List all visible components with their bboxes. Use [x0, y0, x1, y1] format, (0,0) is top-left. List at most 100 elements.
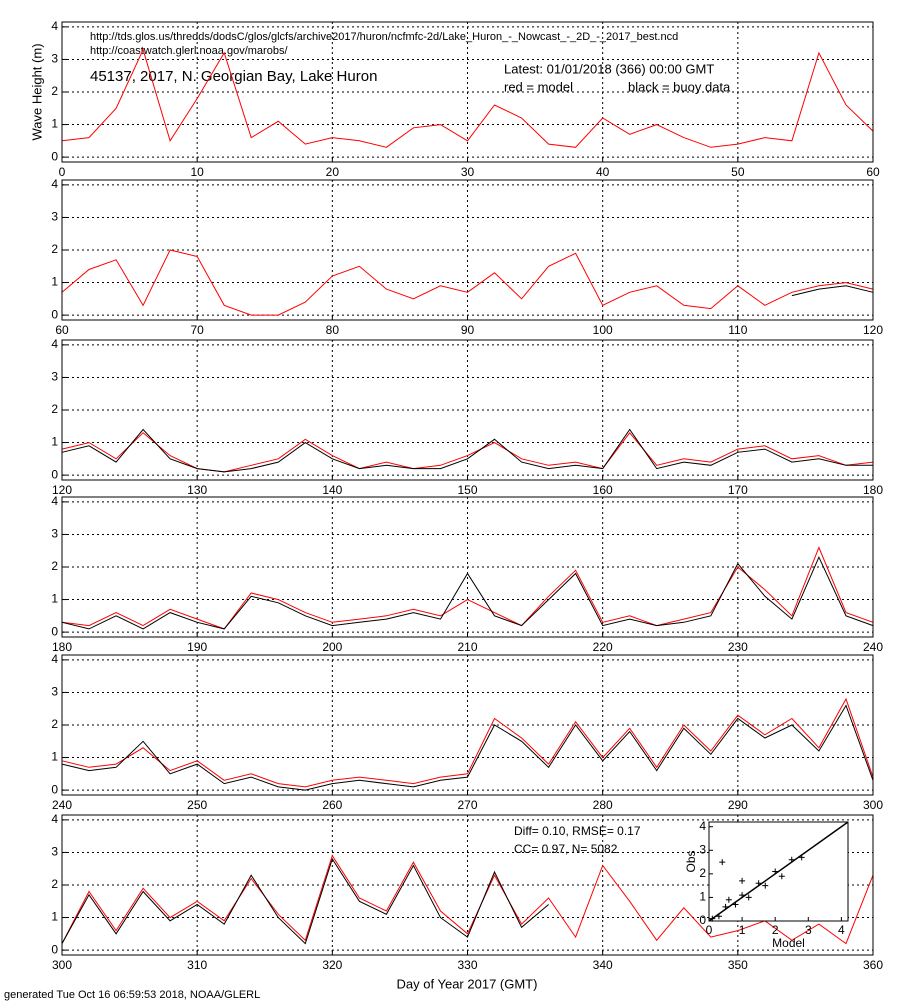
y-tick-label: 4 — [51, 177, 58, 191]
annotation: CC= 0.97, N= 5082 — [514, 842, 618, 856]
url: http://coastwatch.glerl.noaa.gov/marobs/ — [90, 45, 288, 57]
x-tick-label: 260 — [322, 798, 342, 812]
series-line — [61, 704, 874, 791]
x-tick-label: 310 — [187, 958, 207, 972]
x-tick-label: 200 — [322, 640, 342, 654]
y-tick-label: 0 — [51, 782, 58, 796]
scatter-point — [732, 901, 739, 908]
annotation: Diff= 0.10, RMSE= 0.17 — [514, 824, 641, 838]
scatter-point — [772, 868, 779, 875]
y-tick-label: 1 — [51, 117, 58, 131]
x-tick-label: 240 — [52, 798, 72, 812]
y-tick-label: 3 — [51, 370, 58, 384]
scatter-point — [778, 873, 785, 880]
x-tick-label: 120 — [52, 483, 72, 497]
x-tick-label: 170 — [728, 483, 748, 497]
plot-frame — [61, 654, 874, 796]
scatter-point — [745, 894, 752, 901]
x-tick-label: 3 — [805, 923, 812, 937]
scatter-point — [709, 915, 716, 922]
y-tick-label: 2 — [51, 84, 58, 98]
latest: Latest: 01/01/2018 (366) 00:00 GMT — [504, 61, 714, 76]
x-tick-label: 130 — [187, 483, 207, 497]
x-axis-label: Day of Year 2017 (GMT) — [397, 976, 538, 991]
x-tick-label: 220 — [593, 640, 613, 654]
x-tick-label: 90 — [461, 323, 475, 337]
y-tick-label: 0 — [51, 467, 58, 481]
y-tick-label: 0 — [51, 942, 58, 956]
x-tick-label: 0 — [59, 165, 66, 179]
x-tick-label: 0 — [706, 923, 713, 937]
y-tick-label: 3 — [51, 845, 58, 859]
x-tick-label: 40 — [596, 165, 610, 179]
x-tick-label: 30 — [461, 165, 475, 179]
plot-frame — [61, 814, 874, 956]
series-line — [61, 697, 874, 788]
x-tick-label: 340 — [593, 958, 613, 972]
plot-frame — [61, 21, 874, 163]
x-tick-label: 240 — [863, 640, 883, 654]
footer: generated Tue Oct 16 06:59:53 2018, NOAA… — [4, 989, 260, 1001]
scatter-point — [722, 903, 729, 910]
x-tick-label: 300 — [863, 798, 883, 812]
plot-frame — [61, 339, 874, 481]
x-tick-label: 210 — [457, 640, 477, 654]
y-tick-label: 4 — [51, 337, 58, 351]
x-tick-label: 180 — [863, 483, 883, 497]
x-tick-label: 2 — [772, 923, 779, 937]
x-tick-label: 330 — [457, 958, 477, 972]
plot-frame — [61, 496, 874, 638]
x-axis-label: Model — [772, 936, 805, 950]
x-tick-label: 290 — [728, 798, 748, 812]
y-tick-label: 2 — [51, 242, 58, 256]
x-tick-label: 300 — [52, 958, 72, 972]
x-tick-label: 360 — [863, 958, 883, 972]
x-tick-label: 270 — [457, 798, 477, 812]
y-tick-label: 2 — [51, 877, 58, 891]
y-tick-label: 1 — [51, 910, 58, 924]
legend-entry: red = model — [504, 79, 573, 94]
series-line — [61, 555, 874, 630]
y-tick-label: 1 — [51, 750, 58, 764]
x-tick-label: 50 — [731, 165, 745, 179]
scatter-point — [762, 882, 769, 889]
x-tick-label: 350 — [728, 958, 748, 972]
series-line — [61, 546, 874, 630]
scatter-point — [739, 877, 746, 884]
y-tick-label: 2 — [699, 866, 706, 880]
scatter-point — [739, 892, 746, 899]
y-tick-label: 4 — [51, 652, 58, 666]
y-tick-label: 3 — [699, 842, 706, 856]
y-tick-label: 2 — [51, 402, 58, 416]
url: http://tds.glos.us/thredds/dodsC/glos/gl… — [90, 31, 678, 43]
y-tick-label: 3 — [51, 210, 58, 224]
y-tick-label: 0 — [51, 624, 58, 638]
one-to-one-line — [708, 821, 849, 922]
y-tick-label: 3 — [51, 52, 58, 66]
series-line — [61, 48, 874, 148]
x-tick-label: 320 — [322, 958, 342, 972]
x-tick-label: 150 — [457, 483, 477, 497]
y-tick-label: 1 — [51, 592, 58, 606]
scatter-point — [788, 856, 795, 863]
y-tick-label: 3 — [51, 685, 58, 699]
x-tick-label: 280 — [593, 798, 613, 812]
scatter-point — [755, 880, 762, 887]
y-tick-label: 1 — [699, 890, 706, 904]
series-line — [61, 857, 549, 945]
y-tick-label: 4 — [51, 19, 58, 33]
x-tick-label: 80 — [326, 323, 340, 337]
y-tick-label: 0 — [699, 913, 706, 927]
x-tick-label: 110 — [728, 323, 747, 337]
chart-title: 45137, 2017, N. Georgian Bay, Lake Huron — [90, 68, 377, 85]
series-line — [791, 285, 874, 297]
x-tick-label: 10 — [190, 165, 204, 179]
y-tick-label: 2 — [51, 559, 58, 573]
x-tick-label: 120 — [863, 323, 883, 337]
y-axis-label: Wave Height (m) — [29, 43, 44, 140]
x-tick-label: 160 — [593, 483, 613, 497]
series-line — [61, 428, 873, 473]
x-tick-label: 4 — [838, 923, 845, 937]
